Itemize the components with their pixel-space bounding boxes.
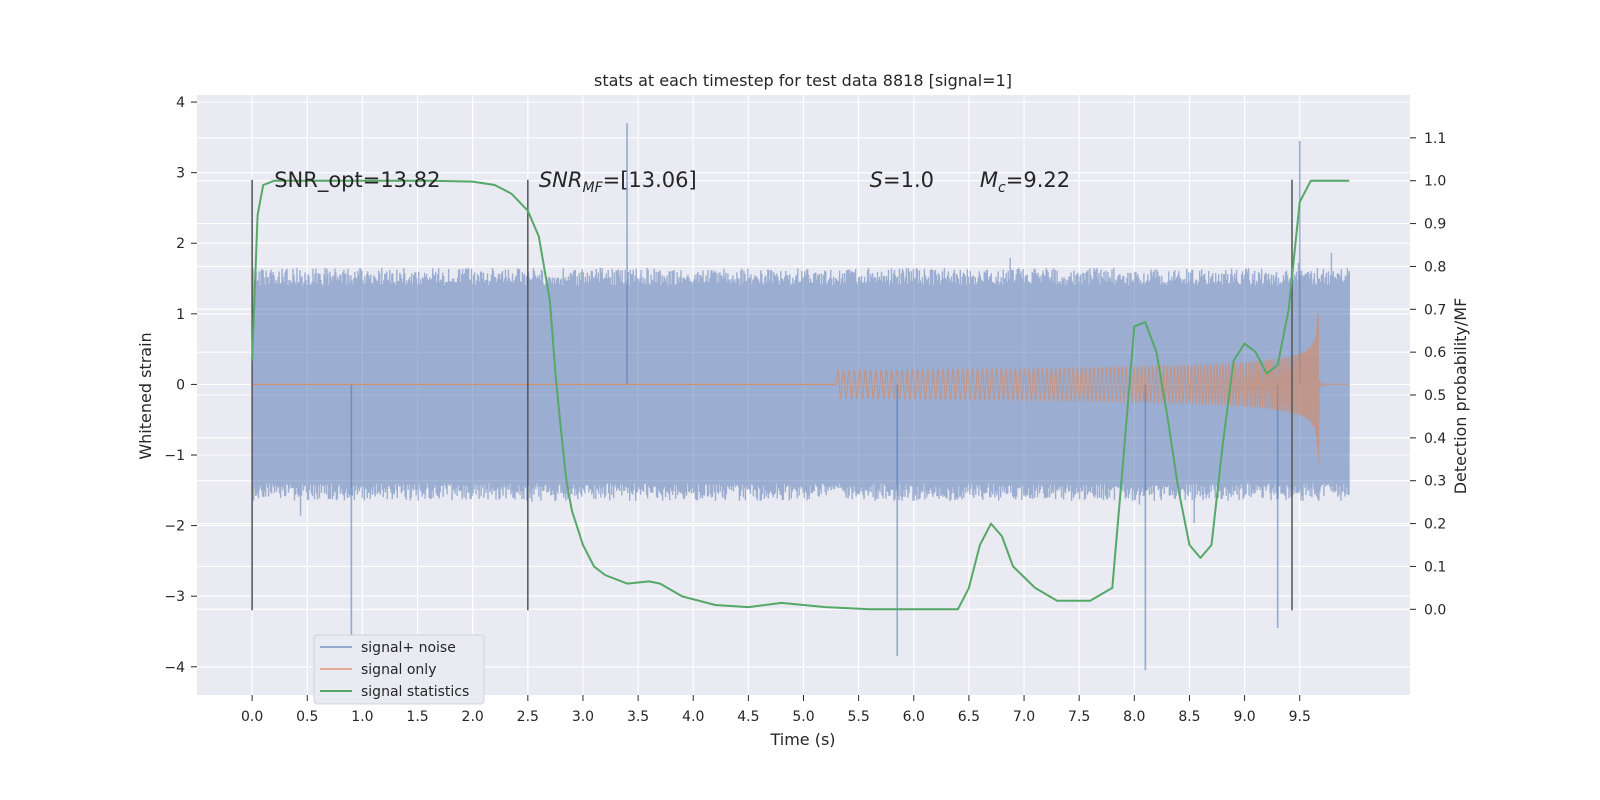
y-right-tick-label: 0.4 bbox=[1424, 431, 1446, 447]
x-tick-label: 6.0 bbox=[903, 709, 925, 725]
annotation: Mc=9.22 bbox=[980, 168, 1070, 196]
x-tick-label: 7.5 bbox=[1068, 709, 1090, 725]
x-tick-label: 4.0 bbox=[682, 709, 704, 725]
legend: signal+ noise signal only signal statist… bbox=[313, 634, 485, 705]
x-axis-label: Time (s) bbox=[769, 730, 835, 749]
series-signal-noise bbox=[251, 123, 1350, 671]
annotations: SNR_opt=13.82 SNRMF=[13.06] S=1.0 Mc=9.22 bbox=[274, 168, 1070, 196]
series-signal-statistics bbox=[251, 179, 1350, 611]
x-tick-label: 4.5 bbox=[737, 709, 759, 725]
x-tick-label: 7.0 bbox=[1013, 709, 1035, 725]
x-tick-label: 3.0 bbox=[572, 709, 594, 725]
x-tick-label: 8.0 bbox=[1123, 709, 1145, 725]
signal-chirp bbox=[835, 313, 1350, 463]
x-tick-label: 1.0 bbox=[351, 709, 373, 725]
y-tick-label: 2 bbox=[176, 236, 185, 252]
annotation: SNR_opt=13.82 bbox=[274, 168, 440, 193]
x-tick-label: 0.0 bbox=[241, 709, 263, 725]
y-tick-label: −1 bbox=[164, 448, 185, 464]
y-right-tick-label: 0.7 bbox=[1424, 302, 1446, 318]
legend-label-statistic: signal statistics bbox=[361, 684, 469, 700]
y-right-tick-label: 0.1 bbox=[1424, 559, 1446, 575]
y-right-tick-label: 0.9 bbox=[1424, 217, 1446, 233]
y-right-tick-label: 0.6 bbox=[1424, 345, 1446, 361]
y-axis-label: Whitened strain bbox=[136, 332, 155, 459]
x-tick-label: 6.5 bbox=[958, 709, 980, 725]
statistic-line bbox=[251, 179, 1350, 611]
y-tick-label: 3 bbox=[176, 166, 185, 182]
noise-trace bbox=[251, 252, 1350, 524]
x-tick-label: 1.5 bbox=[406, 709, 428, 725]
x-tick-label: 3.5 bbox=[627, 709, 649, 725]
axes: 0.0 0.5 1.0 1.5 2.0 2.5 3.0 3.5 4.0 4.5 5.0 5.5 6.0 6… bbox=[164, 95, 1446, 725]
legend-label-signal: signal only bbox=[361, 662, 436, 678]
y-tick-label: 1 bbox=[176, 307, 185, 323]
y-right-tick-label: 1.0 bbox=[1424, 174, 1446, 190]
x-tick-label: 2.0 bbox=[462, 709, 484, 725]
y-right-tick-label: 0.3 bbox=[1424, 474, 1446, 490]
y-right-tick-label: 1.1 bbox=[1424, 131, 1446, 147]
y-right-tick-label: 0.0 bbox=[1424, 602, 1446, 618]
legend-label-noise: signal+ noise bbox=[361, 640, 456, 656]
y-axis-right-label: Detection probability/MF bbox=[1451, 298, 1470, 495]
annotation: S=1.0 bbox=[870, 168, 934, 192]
series-signal-only bbox=[252, 313, 1350, 463]
y-tick-label: 4 bbox=[176, 95, 185, 111]
y-right-tick-label: 0.8 bbox=[1424, 259, 1446, 275]
x-tick-label: 0.5 bbox=[296, 709, 318, 725]
annotation: SNRMF=[13.06] bbox=[539, 168, 697, 196]
vertical-markers bbox=[251, 179, 1293, 611]
x-tick-label: 9.5 bbox=[1289, 709, 1311, 725]
y-tick-label: −4 bbox=[164, 660, 185, 676]
x-tick-label: 8.5 bbox=[1178, 709, 1200, 725]
x-tick-label: 5.5 bbox=[848, 709, 870, 725]
y-tick-label: −2 bbox=[164, 519, 185, 535]
x-tick-label: 9.0 bbox=[1233, 709, 1255, 725]
y-tick-label: 0 bbox=[176, 377, 185, 393]
y-tick-label: −3 bbox=[164, 589, 185, 605]
legend-box bbox=[313, 634, 485, 705]
y-right-tick-label: 0.5 bbox=[1424, 388, 1446, 404]
x-tick-label: 5.0 bbox=[792, 709, 814, 725]
x-tick-label: 2.5 bbox=[517, 709, 539, 725]
chart-title: stats at each timestep for test data 881… bbox=[594, 71, 1012, 90]
y-right-tick-label: 0.2 bbox=[1424, 517, 1446, 533]
